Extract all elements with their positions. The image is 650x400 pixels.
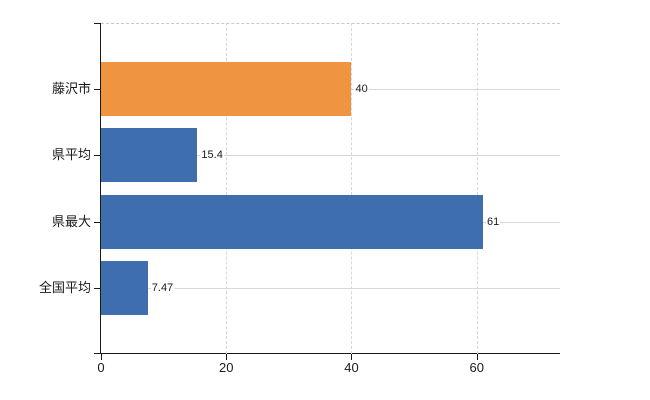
bar-value-label: 40 [354,82,369,97]
bar-value-label: 7.47 [150,280,175,295]
x-axis-line [94,353,560,354]
y-axis-tick [94,23,101,24]
category-label: 県平均 [51,147,91,163]
bar [101,194,483,249]
y-axis-line [100,23,101,354]
bar [101,128,198,183]
x-axis-tick [226,354,228,360]
x-tick-label: 40 [344,360,359,375]
x-tick-label: 0 [97,360,105,375]
y-axis-tick [94,155,101,157]
vertical-gridline [476,23,478,354]
x-axis-tick [351,354,353,360]
category-label: 全国平均 [38,279,91,295]
x-axis-tick [101,354,102,360]
y-axis-tick [94,89,101,91]
bar-value-label: 61 [485,214,501,229]
category-gridline [101,287,560,289]
bar-value-label: 15.4 [200,148,224,163]
x-tick-label: 60 [469,360,484,375]
category-label: 藤沢市 [51,81,91,97]
y-axis-tick [94,221,101,223]
vertical-gridline [226,23,228,354]
bar [101,62,352,117]
y-axis-tick [94,287,101,289]
x-axis-tick [476,354,478,360]
x-tick-label: 20 [219,360,234,375]
category-gridline [101,155,560,157]
plot-area [101,23,560,354]
category-label: 県最大 [51,213,91,229]
bar [101,260,148,315]
y-axis-tick [94,353,101,354]
vertical-gridline [351,23,353,354]
